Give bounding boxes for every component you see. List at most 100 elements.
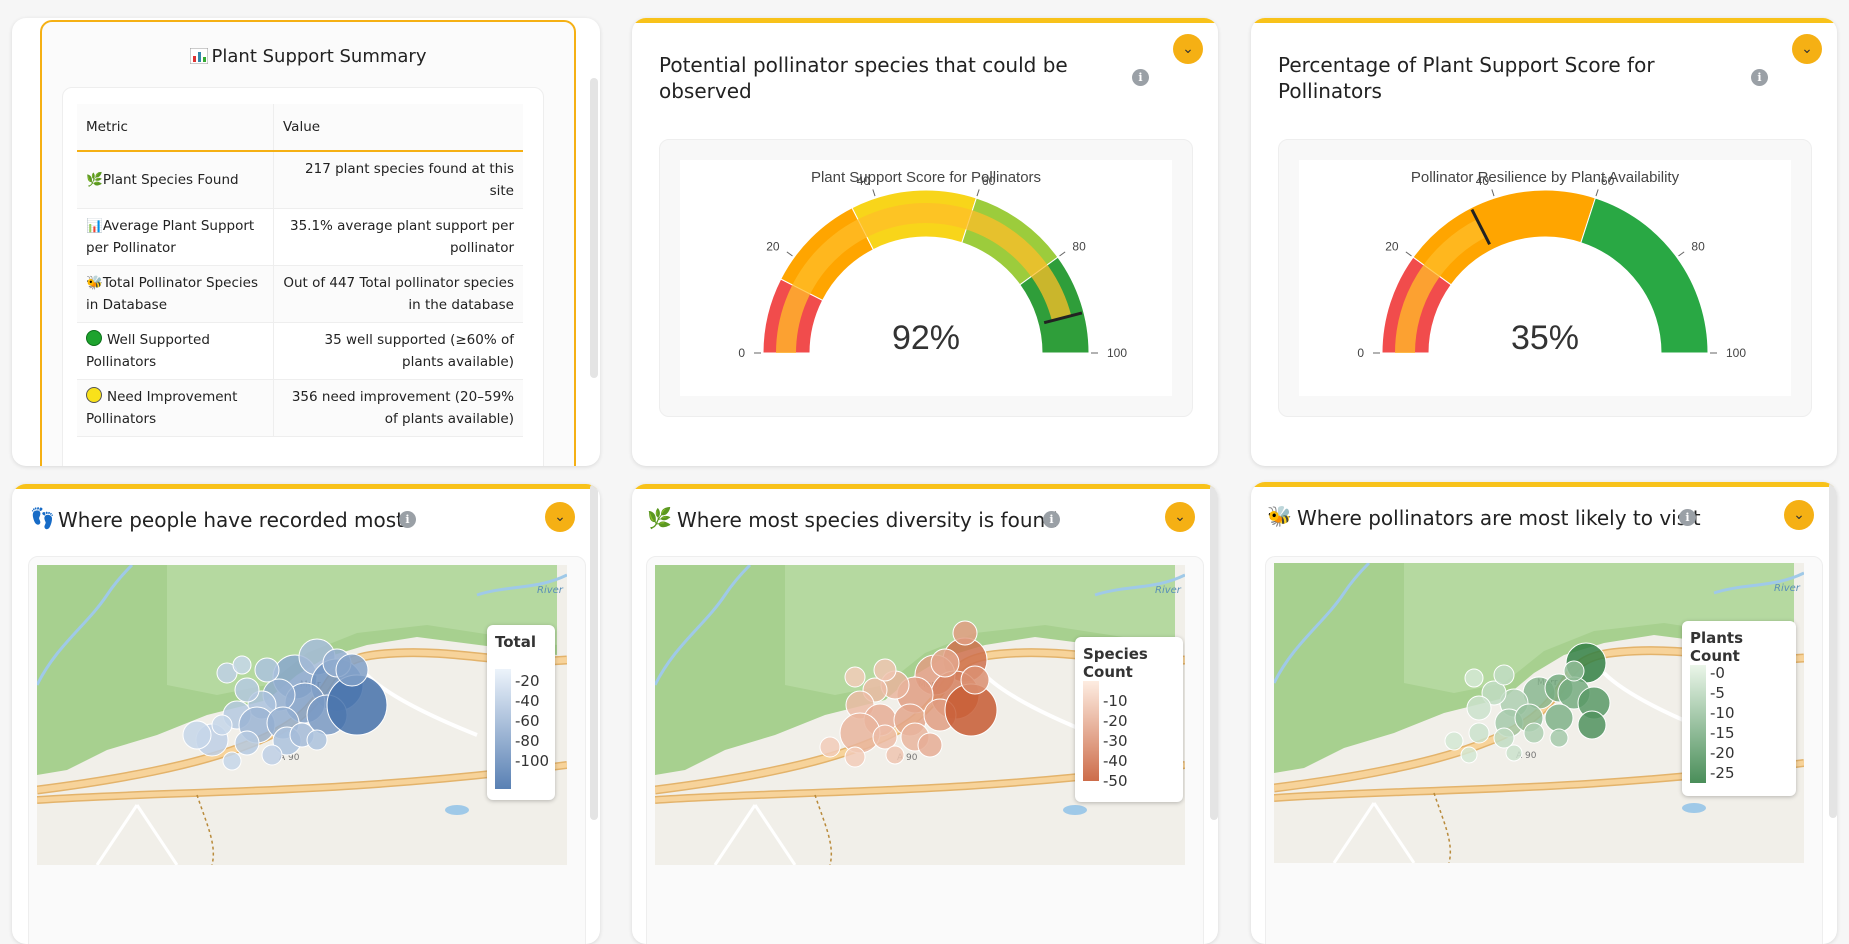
map-bubble[interactable] xyxy=(1464,668,1484,688)
collapse-chevron-button[interactable]: ⌄ xyxy=(545,502,575,532)
gauge-tick-label: 60 xyxy=(1601,174,1615,188)
map-scrollbar[interactable] xyxy=(1210,484,1218,820)
card-title: Percentage of Plant Support Score for Po… xyxy=(1278,53,1655,103)
legend-ticks: -0 -5 -10 -15 -20 -25 xyxy=(1710,665,1735,785)
metric-label: Total Pollinator Species in Database xyxy=(86,275,258,313)
legend-tick-label: -50 xyxy=(1103,772,1128,790)
map-bubble[interactable] xyxy=(234,730,260,756)
map-bubble[interactable] xyxy=(234,677,260,703)
metric-label: Plant Species Found xyxy=(102,172,239,188)
map-bubble[interactable] xyxy=(254,657,280,683)
gauge-value-label: 35% xyxy=(1511,319,1579,357)
legend-tick-label: -60 xyxy=(515,712,540,730)
minor-path xyxy=(95,804,179,865)
gauge-tick xyxy=(1678,251,1685,257)
card-accent-bar xyxy=(12,484,600,489)
map-bubble[interactable] xyxy=(1563,660,1585,682)
map-scrollbar[interactable] xyxy=(590,484,598,820)
legend-tick-label: -20 xyxy=(515,672,540,690)
trail xyxy=(196,794,215,865)
map-bubble[interactable] xyxy=(952,620,978,646)
legend-color-ramp xyxy=(1690,665,1706,783)
map-bubble[interactable] xyxy=(1493,664,1515,686)
gauge-tick xyxy=(1059,251,1066,257)
summary-scrollbar[interactable] xyxy=(590,78,598,378)
map-bubble[interactable] xyxy=(917,732,943,758)
leaf-icon: 🌿 xyxy=(86,172,103,188)
table-row: 📊Average Plant Support per Pollinator 35… xyxy=(77,208,523,266)
map-bubble[interactable] xyxy=(1549,728,1569,748)
map-bubble[interactable] xyxy=(1444,731,1464,751)
map-bubble[interactable] xyxy=(182,720,212,750)
map-bubble[interactable] xyxy=(960,665,990,695)
map-bubble[interactable] xyxy=(1466,695,1492,721)
map-bubble[interactable] xyxy=(1468,722,1490,744)
gauge-tick xyxy=(1491,189,1495,197)
gauge-chart: Pollinator Resilience by Plant Availabil… xyxy=(1357,169,1746,360)
legend-tick-label: -40 xyxy=(515,692,540,710)
gauge-value-band xyxy=(776,202,1072,353)
map-bubble[interactable] xyxy=(885,745,905,765)
map-bubble[interactable] xyxy=(930,648,960,678)
trail xyxy=(814,794,833,865)
metric-label: Average Plant Support per Pollinator xyxy=(86,218,255,256)
gauge-tick-label: 100 xyxy=(1107,346,1127,360)
map-bubble[interactable] xyxy=(873,658,897,682)
table-header-row: Metric Value xyxy=(77,104,523,152)
info-icon[interactable]: i xyxy=(1679,509,1696,526)
legend-ticks: -20 -40 -60 -80 -100 xyxy=(515,673,549,773)
map-legend: Total -20 -40 -60 -80 -100 xyxy=(487,625,555,800)
bee-icon: 🐝 xyxy=(86,275,103,291)
gauge-tick-label: 20 xyxy=(1385,240,1399,254)
map-bubble[interactable] xyxy=(1577,710,1607,740)
map-bubble[interactable] xyxy=(306,729,328,751)
info-icon[interactable]: i xyxy=(1043,511,1060,528)
gauge-container: Pollinator Resilience by Plant Availabil… xyxy=(1278,139,1812,417)
table-row: Well Supported Pollinators 35 well suppo… xyxy=(77,322,523,380)
river-line xyxy=(476,573,567,597)
map-bubble[interactable] xyxy=(872,724,898,750)
map-bubble[interactable] xyxy=(819,736,841,758)
info-icon[interactable]: i xyxy=(399,511,416,528)
map-bubble[interactable] xyxy=(222,751,242,771)
map-bubble[interactable] xyxy=(261,744,283,766)
map-scrollbar[interactable] xyxy=(1829,482,1837,818)
collapse-chevron-button[interactable]: ⌄ xyxy=(1784,500,1814,530)
map-card-recordings: 👣 Where people have recorded most i ⌄ Ri… xyxy=(12,484,600,944)
card-title: Potential pollinator species that could … xyxy=(659,53,1068,103)
legend-tick-label: -0 xyxy=(1710,664,1725,682)
info-icon[interactable]: i xyxy=(1132,69,1149,86)
info-icon[interactable]: i xyxy=(1751,69,1768,86)
gauge-tick xyxy=(872,189,876,197)
collapse-chevron-button[interactable]: ⌄ xyxy=(1173,34,1203,64)
legend-color-ramp xyxy=(495,669,511,789)
map-bubble[interactable] xyxy=(1460,746,1478,764)
map-bubble[interactable] xyxy=(844,746,866,768)
map-bubble[interactable] xyxy=(232,655,252,675)
metric-label: Well Supported Pollinators xyxy=(86,332,210,370)
yellow-circle-icon xyxy=(86,387,102,403)
gauge-value-label: 92% xyxy=(892,319,960,357)
collapse-chevron-button[interactable]: ⌄ xyxy=(1792,34,1822,64)
collapse-chevron-button[interactable]: ⌄ xyxy=(1165,502,1195,532)
column-header-metric: Metric xyxy=(77,104,274,152)
legend-tick-label: -10 xyxy=(1103,692,1128,710)
map-bubble[interactable] xyxy=(844,666,866,688)
map-bubble[interactable] xyxy=(1505,744,1523,762)
map-bubble[interactable] xyxy=(1523,722,1545,744)
legend-title: Plants Count xyxy=(1690,629,1744,665)
map-bubble[interactable] xyxy=(1481,680,1507,706)
map-bubble[interactable] xyxy=(1493,727,1515,749)
table-row: Need Improvement Pollinators 356 need im… xyxy=(77,379,523,437)
map-bubble[interactable] xyxy=(211,714,233,736)
map-bubble[interactable] xyxy=(335,653,369,687)
map-bubble[interactable] xyxy=(1544,703,1574,733)
table-row: 🐝Total Pollinator Species in Database Ou… xyxy=(77,265,523,323)
